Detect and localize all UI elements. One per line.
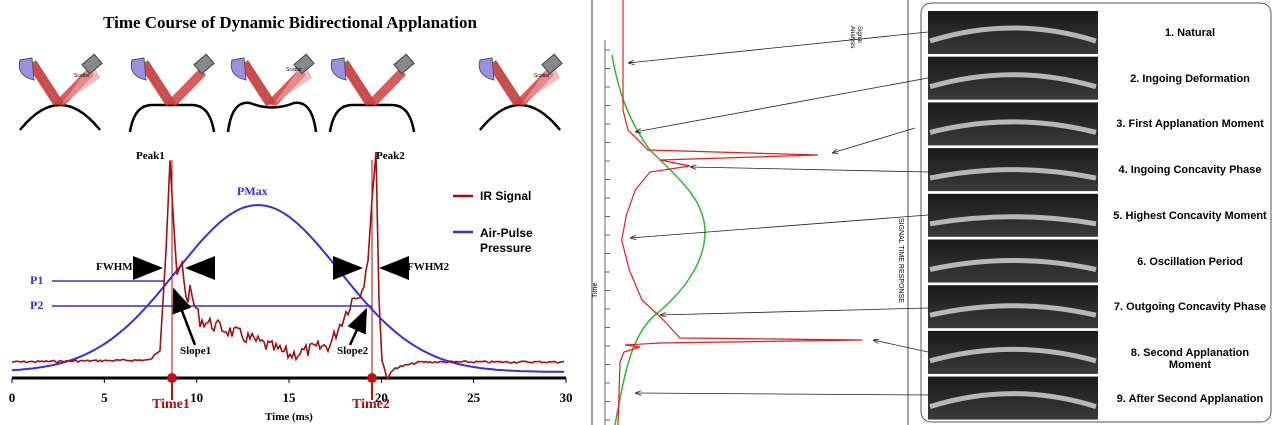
- level-label: P1: [30, 274, 43, 286]
- x-tick-label: 30: [556, 391, 576, 404]
- cornea: [480, 105, 560, 130]
- x-tick-label: 10: [187, 391, 207, 404]
- pointer-arrow: [628, 32, 928, 63]
- pointer-arrows: [628, 32, 928, 395]
- cornea: [130, 105, 214, 132]
- x-axis-label: Time (ms): [265, 412, 313, 423]
- marker-label: Time1: [152, 398, 190, 412]
- annotation: Peak1: [136, 151, 165, 162]
- level-label: P2: [30, 299, 43, 311]
- time-ticks: [605, 50, 610, 420]
- schematic: [19, 54, 102, 130]
- annotation: Peak2: [376, 151, 405, 162]
- annotation: PMax: [237, 185, 268, 197]
- phase-label: 2. Ingoing Deformation: [1110, 73, 1270, 85]
- schematic-label: Scatter: [74, 74, 90, 79]
- schematic: [228, 54, 316, 132]
- phase-label: 4. Ingoing Concavity Phase: [1110, 164, 1270, 176]
- x-tick-label: 20: [371, 391, 391, 404]
- phase-label: 3. First Applanation Moment: [1110, 118, 1270, 130]
- phase-label: 1. Natural: [1110, 27, 1270, 39]
- schematic-label: Scatter: [286, 68, 302, 73]
- phase-label: 8. Second Applanation Moment: [1110, 347, 1270, 371]
- pointer-arrow: [635, 78, 928, 132]
- pointer-arrow: [630, 215, 928, 238]
- annotation: FWHM1: [96, 262, 138, 273]
- detector: [194, 54, 214, 73]
- slope2-arrow: [350, 310, 366, 345]
- x-tick-label: 5: [94, 391, 114, 404]
- x-tick-label: 15: [279, 391, 299, 404]
- axis-label: Time: [592, 283, 599, 298]
- lens: [131, 58, 146, 80]
- phase-label: 6. Oscillation Period: [1110, 256, 1270, 268]
- legend-label: IR Signal: [480, 190, 531, 202]
- red-curve: [618, 0, 862, 425]
- green-curve: [612, 55, 705, 425]
- pointer-arrow: [832, 128, 915, 153]
- time2-marker: [367, 373, 377, 383]
- detector: [542, 54, 562, 73]
- title: Time Course of Dynamic Bidirectional App…: [0, 14, 580, 31]
- lens: [231, 58, 246, 80]
- lens: [479, 58, 494, 80]
- phase-label: 9. After Second Applanation: [1110, 393, 1270, 405]
- beam: [166, 68, 206, 106]
- time1-marker: [167, 373, 177, 383]
- oct-image: [928, 331, 1098, 374]
- cornea: [20, 105, 100, 130]
- beam: [366, 68, 406, 106]
- figure: Time Course of Dynamic Bidirectional App…: [0, 0, 1274, 425]
- x-tick-label: 0: [2, 391, 22, 404]
- phase-label: 5. Highest Concavity Moment: [1110, 210, 1270, 222]
- phase-label: 7. Outgoing Concavity Phase: [1110, 301, 1270, 313]
- schematic: [479, 54, 562, 130]
- annotation: Slope2: [337, 346, 368, 357]
- pointer-arrow: [873, 340, 928, 352]
- axis-label: SIGNAL TIME RESPONSE: [897, 218, 904, 303]
- x-tick-label: 25: [464, 391, 484, 404]
- lens: [19, 58, 34, 80]
- annotation: Slope1: [180, 346, 211, 357]
- oct-image: [928, 57, 1098, 100]
- pointer-arrow: [635, 393, 928, 395]
- schematics: [19, 54, 562, 132]
- ir-signal-curve: [12, 152, 564, 379]
- oct-images: [928, 11, 1098, 420]
- cornea: [330, 105, 414, 132]
- figure-graphics: [0, 0, 1274, 425]
- panel-label: Signal Analysis: [848, 26, 862, 66]
- schematic: [130, 54, 214, 132]
- pointer-arrow: [660, 308, 928, 315]
- cornea: [228, 103, 316, 132]
- schematic: [330, 54, 414, 132]
- detector: [394, 54, 414, 73]
- legend-label: Air-Pulse Pressure: [480, 226, 550, 256]
- schematic-label: Scatter: [534, 74, 550, 79]
- pointer-arrow: [690, 167, 928, 172]
- annotation: FWHM2: [407, 262, 449, 273]
- detector: [82, 54, 102, 73]
- lens: [331, 58, 346, 80]
